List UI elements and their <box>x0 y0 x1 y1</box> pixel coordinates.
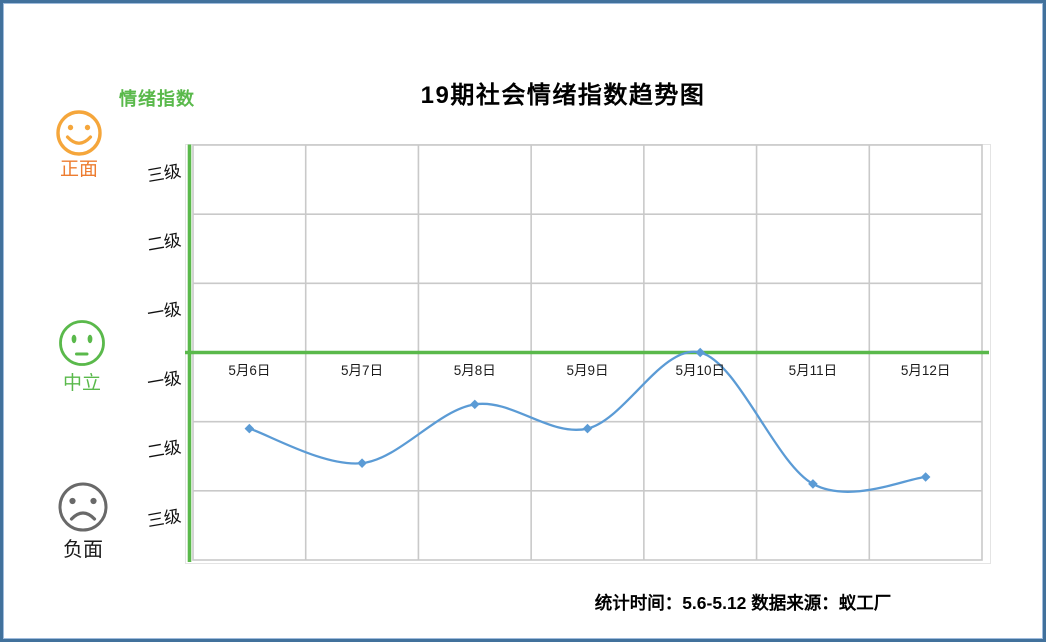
negative-label: 负面 <box>63 539 103 561</box>
y-axis-title: 情绪指数 <box>119 89 195 109</box>
positive-smiley-icon <box>51 106 107 167</box>
chart-title: 19期社会情绪指数趋势图 <box>420 82 706 109</box>
data-point-marker <box>469 399 480 410</box>
data-point-marker <box>920 472 931 482</box>
y-axis-tick-label: 二级 <box>145 230 183 255</box>
trend-chart-plot <box>185 144 991 564</box>
x-axis-label: 5月12日 <box>900 363 951 378</box>
x-axis-label: 5月9日 <box>566 363 609 378</box>
data-point-marker <box>582 423 593 434</box>
y-axis-tick-label: 二级 <box>145 437 183 463</box>
data-point-marker <box>695 347 706 358</box>
x-axis-label: 5月8日 <box>453 363 496 378</box>
neutral-face-icon <box>53 314 111 377</box>
x-axis-label: 5月11日 <box>788 363 838 378</box>
footer-note: 统计时间：5.6-5.12 数据来源：蚁工厂 <box>594 593 892 613</box>
data-point-marker <box>357 458 367 468</box>
positive-label: 正面 <box>59 159 98 180</box>
x-axis-label: 5月7日 <box>341 363 384 378</box>
y-axis-tick-label: 一级 <box>145 368 183 394</box>
x-axis-label: 5月10日 <box>675 363 725 378</box>
y-axis-tick-label: 三级 <box>145 160 183 186</box>
y-axis-tick-label: 三级 <box>145 506 183 532</box>
data-point-marker <box>808 479 818 489</box>
negative-frown-icon <box>53 477 113 542</box>
neutral-label: 中立 <box>62 373 101 394</box>
data-point-marker <box>244 423 255 434</box>
y-axis-tick-label: 一级 <box>145 299 183 324</box>
x-axis-label: 5月6日 <box>228 363 271 378</box>
